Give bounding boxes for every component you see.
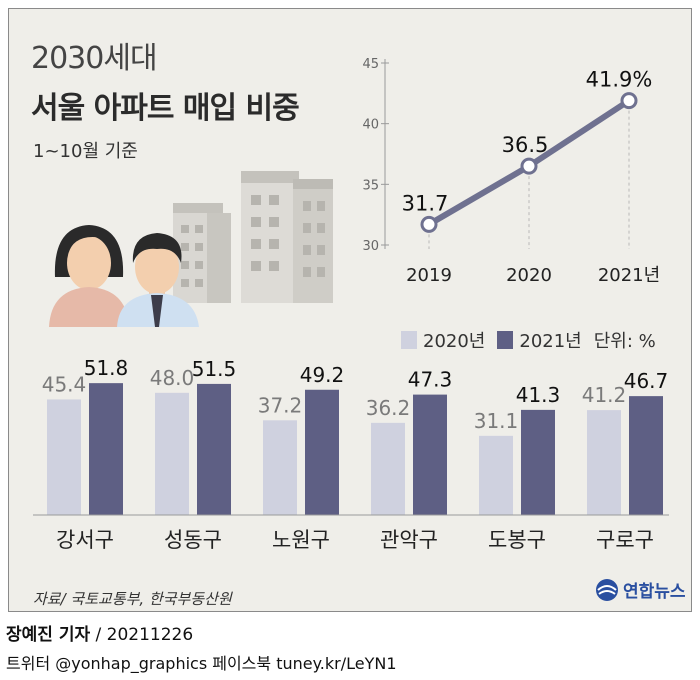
line-chart-series: 31.7 36.5 41.9% <box>402 68 653 233</box>
chart-panel: 2030세대 서울 아파트 매입 비중 1~10월 기준 <box>8 8 692 612</box>
line-chart-guides <box>428 110 630 249</box>
legend-item-2021: 2021년 <box>497 327 582 353</box>
bar-value-label-2020: 31.1 <box>474 409 519 433</box>
legend-item-2020: 2020년 <box>401 327 485 353</box>
line-y-tick-label: 35 <box>362 178 379 193</box>
bar-category-label: 강서구 <box>56 528 114 552</box>
bar-chart-value-labels: 45.451.8 48.051.5 37.2 49.2 36.2 47.3 31.141.3… <box>42 356 669 433</box>
bar-value-label-2020: 41.2 <box>582 383 627 407</box>
bar-value-label-2021: 51.8 <box>84 356 129 380</box>
bar-2020 <box>47 399 81 515</box>
bar-2021 <box>197 383 231 515</box>
bar-value-label-2021: 47.3 <box>408 368 453 392</box>
source-note: 자료/ 국토교통부, 한국부동산원 <box>33 590 232 608</box>
bar-2021 <box>305 389 339 515</box>
line-x-tick-label: 2019 <box>406 265 452 286</box>
yonhap-logo: 연합뉴스 <box>595 577 686 602</box>
line-point <box>520 157 538 175</box>
line-chart-y-axis: 30 35 40 45 <box>362 57 389 254</box>
reporter-credit: 장예진 기자 / 20211226 <box>6 620 193 645</box>
bar-value-label-2021: 41.3 <box>516 383 561 407</box>
bar-2020 <box>263 420 297 515</box>
bar-category-label: 성동구 <box>164 528 222 552</box>
line-chart-x-axis: 2019 2020 2021년 <box>406 265 660 286</box>
line-value-label: 41.9% <box>586 68 653 92</box>
bar-category-label: 관악구 <box>380 528 438 552</box>
line-y-tick-label: 45 <box>362 57 379 72</box>
title-top: 2030세대 <box>31 41 158 76</box>
bar-category-label: 구로구 <box>596 528 654 552</box>
bar-value-label-2020: 45.4 <box>42 372 87 396</box>
social-links: 트위터 @yonhap_graphics 페이스북 tuney.kr/LeYN1 <box>6 654 397 673</box>
bar-2021 <box>413 394 447 515</box>
legend-swatch-2020 <box>401 331 417 349</box>
bar-2020 <box>587 410 621 515</box>
bar-category-label: 도봉구 <box>488 528 546 552</box>
woman-icon <box>49 225 129 327</box>
line-value-label: 36.5 <box>502 133 549 157</box>
bar-category-label: 노원구 <box>272 528 330 552</box>
yonhap-globe-icon <box>596 578 618 601</box>
bar-value-label-2021: 46.7 <box>624 369 669 393</box>
line-point <box>620 92 638 110</box>
legend-unit: 단위: % <box>593 331 656 352</box>
line-chart: 30 35 40 45 31.7 36.5 41.9% 2019 2020 2021년 <box>362 57 660 286</box>
bar-value-label-2020: 37.2 <box>258 393 303 417</box>
legend-label-2020: 2020년 <box>423 331 486 352</box>
logo-text: 연합뉴스 <box>623 582 686 602</box>
legend: 2020년 2021년 단위: % <box>401 327 656 353</box>
bar-2020 <box>155 392 189 515</box>
line-point <box>420 215 438 233</box>
apartment-buildings-icon <box>173 171 333 303</box>
bar-2021 <box>89 383 123 515</box>
bar-2020 <box>479 435 513 515</box>
bar-chart-bars <box>33 383 669 516</box>
bar-value-label-2021: 49.2 <box>300 363 345 387</box>
bar-chart: 45.451.8 48.051.5 37.2 49.2 36.2 47.3 31.141.3… <box>33 356 669 552</box>
line-x-tick-label: 2021년 <box>598 265 660 286</box>
page-title: 서울 아파트 매입 비중 <box>31 91 300 126</box>
line-value-label: 31.7 <box>402 191 449 215</box>
bar-2021 <box>629 396 663 515</box>
bar-value-label-2020: 48.0 <box>150 366 195 390</box>
bar-2020 <box>371 422 405 515</box>
legend-swatch-2021 <box>497 331 514 349</box>
bar-2021 <box>521 409 555 515</box>
legend-label-2021: 2021년 <box>519 331 582 352</box>
man-icon <box>117 233 199 327</box>
reporter-name: 장예진 기자 <box>6 625 91 645</box>
bar-value-label-2020: 36.2 <box>366 396 411 420</box>
line-y-tick-label: 30 <box>362 239 379 254</box>
line-y-tick-label: 40 <box>362 118 379 133</box>
bar-chart-categories: 강서구 성동구 노원구 관악구 도봉구 구로구 <box>56 528 654 552</box>
bar-value-label-2021: 51.5 <box>192 357 237 381</box>
credit-date: / 20211226 <box>95 625 194 645</box>
people-and-apartments-illustration <box>49 171 333 327</box>
subtitle: 1~10월 기준 <box>33 141 138 162</box>
line-x-tick-label: 2020 <box>506 265 552 286</box>
